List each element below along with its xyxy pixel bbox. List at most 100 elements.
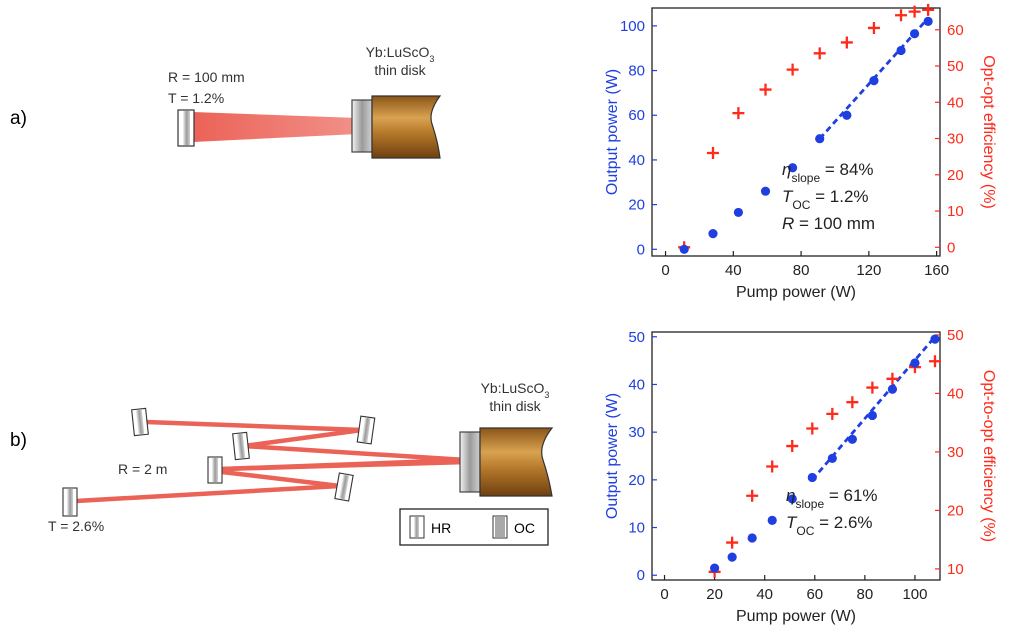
efficiency-point [866, 381, 879, 394]
y2-axis-label: Opt-to-opt efficiency (%) [980, 370, 997, 542]
y2-axis-label: Opt-opt efficiency (%) [980, 55, 997, 209]
panel-b-mirror [232, 431, 250, 461]
output-point [842, 110, 852, 120]
panel-b-laser-beam [73, 419, 469, 504]
efficiency-point [840, 36, 853, 49]
panel-b-legend: HR OC [399, 508, 549, 546]
x-tick-label: 80 [793, 262, 810, 279]
output-point [747, 533, 757, 543]
panel-a-laser-beam [193, 112, 358, 142]
panel-b-mirror-radius: R = 2 m [118, 461, 167, 477]
y-tick-label: 20 [628, 197, 645, 214]
efficiency-point [732, 107, 745, 120]
panel-b-disk-label: Yb:LuScO3 [481, 380, 550, 400]
y2-tick-label: 30 [947, 131, 964, 148]
panel-b-thin-disk [459, 427, 554, 497]
hr-mirror-icon [409, 515, 425, 539]
output-point [909, 29, 920, 39]
panel-a-curved-mirror [177, 109, 195, 147]
x-tick-label: 20 [706, 586, 723, 603]
x-tick-label: 40 [756, 586, 773, 603]
efficiency-point [786, 63, 799, 76]
y2-tick-label: 20 [947, 167, 964, 184]
efficiency-point [806, 422, 819, 435]
output-point [930, 334, 940, 344]
x-tick-label: 60 [806, 586, 823, 603]
panel-a-mirror-transmission: T = 1.2% [168, 90, 224, 106]
x-axis-label: Pump power (W) [736, 608, 856, 625]
x-tick-label: 160 [924, 262, 949, 279]
y-tick-label: 40 [628, 152, 645, 169]
y-tick-label: 100 [620, 18, 645, 35]
y2-tick-label: 0 [947, 239, 955, 256]
panel-b-mirror [334, 472, 354, 502]
panel-a-diagram: a) R = 100 mm T = 1.2% Yb:LuScO3 thin di… [10, 44, 442, 159]
output-point [887, 384, 898, 394]
annotation: R = 100 mm [782, 214, 875, 233]
y2-tick-label: 50 [947, 327, 964, 344]
output-point [923, 16, 933, 27]
x-tick-label: 0 [660, 586, 668, 603]
x-tick-label: 40 [725, 262, 742, 279]
y-axis-label: Output power (W) [604, 393, 621, 519]
panel-a-disk-label: Yb:LuScO3 [366, 44, 435, 64]
oc-mirror-icon [492, 515, 508, 539]
output-point [767, 515, 777, 525]
y-tick-label: 0 [637, 567, 645, 584]
output-point [896, 45, 906, 56]
x-tick-label: 0 [661, 262, 669, 279]
output-point [708, 229, 718, 239]
panel-b-curved-mirror [207, 456, 223, 484]
panel-b-mirror [131, 407, 149, 437]
legend-oc-label: OC [514, 520, 535, 536]
x-tick-label: 100 [902, 586, 927, 603]
efficiency-point [908, 5, 921, 18]
output-point [679, 244, 689, 254]
efficiency-point [759, 83, 772, 96]
output-point [910, 358, 920, 368]
y2-tick-label: 40 [947, 94, 964, 111]
chart-a: 0 40 80 120 160 0 20 40 60 80 100 0 10 20 30 40 50 60 Pump… [604, 3, 997, 301]
output-point [727, 552, 737, 562]
output-point [827, 453, 837, 463]
efficiency-point [928, 355, 941, 368]
panel-a-mirror-radius: R = 100 mm [168, 69, 245, 85]
y-tick-label: 0 [637, 241, 645, 258]
x-tick-label: 80 [857, 586, 874, 603]
annotation: TOC = 2.6% [786, 513, 873, 538]
panel-b-diagram: b) R = 2 m T = 2.6% Yb:LuScO3 thin disk [10, 380, 554, 546]
y2-tick-label: 10 [947, 561, 964, 578]
output-point [847, 434, 857, 444]
output-point [867, 410, 877, 421]
efficiency-point [826, 407, 839, 420]
panel-b-output-coupler [62, 487, 78, 517]
annotation: ηslope = 61% [786, 486, 878, 511]
efficiency-point [706, 147, 719, 160]
y-tick-label: 20 [628, 472, 645, 489]
output-point [869, 76, 879, 86]
y2-tick-label: 50 [947, 58, 964, 75]
panel-b-disk-label-2: thin disk [489, 398, 541, 414]
y-tick-label: 60 [628, 107, 645, 124]
panel-b-mirror-transmission: T = 2.6% [48, 518, 104, 534]
y-tick-label: 50 [628, 329, 645, 346]
y2-tick-label: 30 [947, 444, 964, 461]
y2-tick-label: 20 [947, 502, 964, 519]
output-point [815, 134, 825, 144]
panel-a-thin-disk [351, 95, 442, 159]
y-tick-label: 80 [628, 63, 645, 80]
y-tick-label: 30 [628, 424, 645, 441]
efficiency-point [813, 47, 826, 60]
plot-frame [651, 331, 941, 581]
efficiency-point [886, 372, 899, 385]
output-point [807, 472, 817, 483]
panel-a-label: a) [10, 108, 27, 129]
output-point [760, 186, 771, 196]
output-point [788, 163, 798, 173]
y-tick-label: 10 [628, 520, 645, 537]
y-axis-label: Output power (W) [604, 69, 621, 195]
y2-tick-label: 10 [947, 203, 964, 220]
efficiency-point [786, 440, 799, 453]
y2-tick-label: 40 [947, 385, 964, 402]
efficiency-point [766, 460, 779, 473]
